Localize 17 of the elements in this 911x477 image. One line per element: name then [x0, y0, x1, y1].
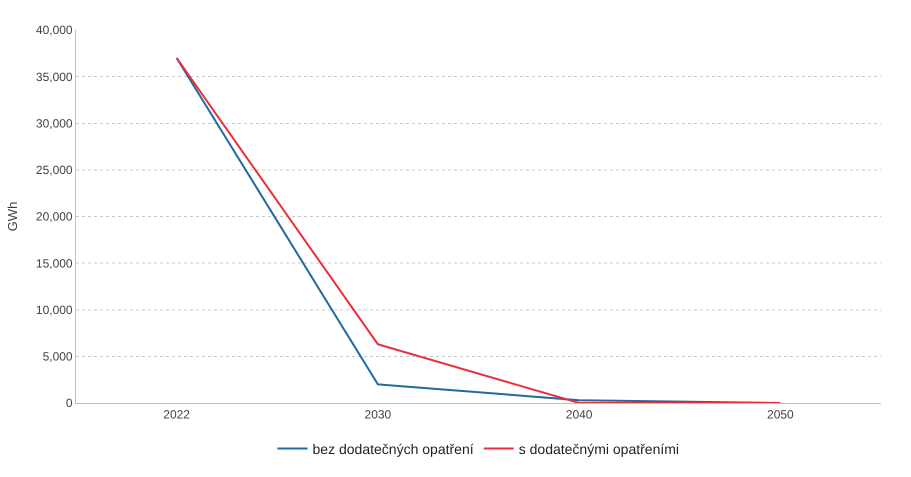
y-axis-title: GWh [4, 202, 20, 232]
x-tick-label: 2050 [767, 407, 794, 422]
x-tick-label: 2022 [163, 407, 190, 422]
y-tick-label: 30,000 [36, 116, 73, 130]
y-tick-label: 15,000 [36, 256, 73, 270]
line-series [176, 56, 782, 403]
y-tick-label: 20,000 [36, 210, 73, 224]
x-tick-label: 2040 [566, 407, 593, 422]
y-tick-label: 40,000 [36, 23, 73, 38]
y-tick-label: 35,000 [36, 70, 73, 84]
y-tick-label: 10,000 [36, 302, 73, 317]
y-tick-label: 0 [66, 396, 73, 410]
y-tick-label: 5,000 [42, 350, 73, 364]
legend-label: bez dodatečných opatření [312, 440, 474, 457]
x-tick-label: 2030 [364, 407, 392, 422]
y-tick-label: 25,000 [36, 163, 73, 178]
legend-label: s dodatečnými opatřeními [518, 440, 680, 457]
